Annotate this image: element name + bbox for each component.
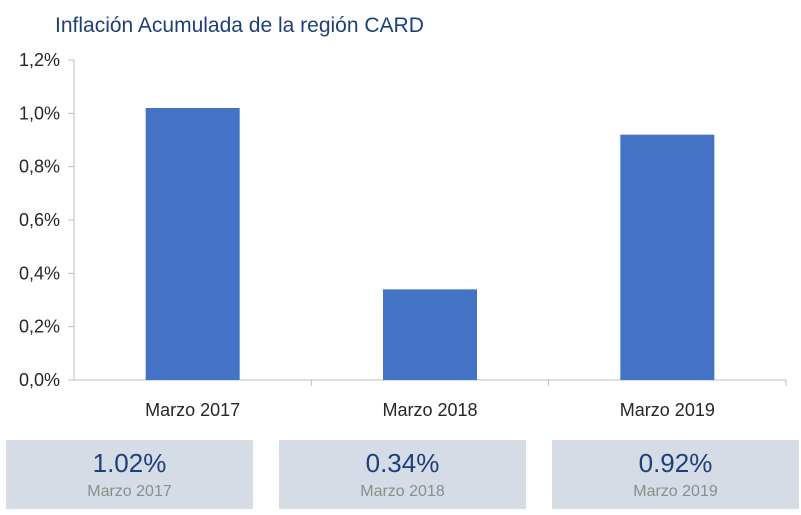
summary-card-caption: Marzo 2017 bbox=[87, 483, 172, 500]
y-tick-label: 0,6% bbox=[19, 210, 60, 230]
summary-card-3: 0.92% Marzo 2019 bbox=[552, 440, 799, 509]
x-category-label: Marzo 2018 bbox=[382, 400, 477, 420]
summary-card-caption: Marzo 2019 bbox=[633, 483, 718, 500]
x-category-labels: Marzo 2017 Marzo 2018 Marzo 2019 bbox=[145, 400, 715, 420]
chart-title: Inflación Acumulada de la región CARD bbox=[55, 14, 424, 37]
bar-chart: 0,0%0,2%0,4%0,6%0,8%1,0%1,2% Marzo 2017 M… bbox=[19, 50, 787, 420]
summary-card-caption: Marzo 2018 bbox=[360, 483, 445, 500]
y-tick-label: 0,0% bbox=[19, 370, 60, 390]
y-tick-label: 0,4% bbox=[19, 263, 60, 283]
y-tick-labels: 0,0% 0,2% 0,4% 0,6% 0,8% 1,0% 1,2% bbox=[19, 50, 60, 390]
x-category-label: Marzo 2019 bbox=[620, 400, 715, 420]
y-tick-label: 0,2% bbox=[19, 317, 60, 337]
summary-card-value: 0.92% bbox=[638, 448, 713, 478]
x-category-label: Marzo 2017 bbox=[145, 400, 240, 420]
summary-card-2: 0.34% Marzo 2018 bbox=[279, 440, 526, 509]
summary-card-value: 1.02% bbox=[92, 448, 167, 478]
bar bbox=[383, 289, 477, 380]
y-tick-label: 0,8% bbox=[19, 157, 60, 177]
bars bbox=[145, 108, 715, 380]
summary-card-value: 0.34% bbox=[365, 448, 440, 478]
bar bbox=[145, 108, 240, 380]
y-tick-label: 1,0% bbox=[19, 103, 60, 123]
y-tick-label: 1,2% bbox=[19, 50, 60, 70]
bar bbox=[620, 134, 715, 380]
summary-card-1: 1.02% Marzo 2017 bbox=[6, 440, 253, 509]
